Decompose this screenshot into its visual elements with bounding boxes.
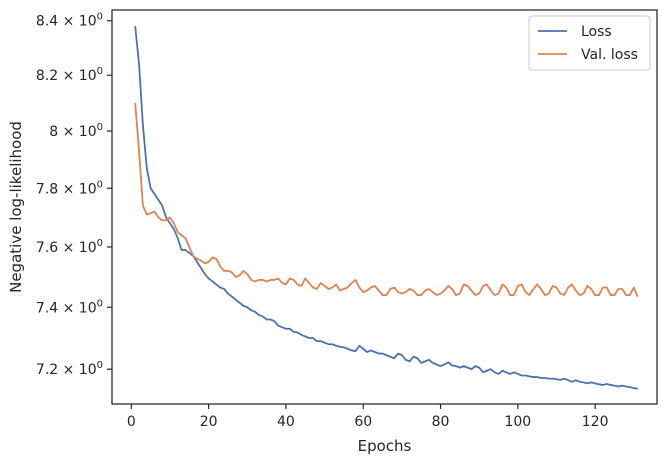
x-tick-label: 40: [277, 414, 295, 430]
series-layer: [134, 26, 639, 390]
x-tick-label: 0: [127, 414, 136, 430]
x-tick-label: 100: [504, 414, 531, 430]
val-loss-series-line: [134, 102, 639, 297]
y-tick-label: 8.4 × 100: [36, 12, 103, 30]
plot-frame: [111, 9, 658, 405]
legend-box: [528, 15, 651, 71]
y-tick-label: 7.8 × 100: [36, 179, 103, 197]
y-tick-label: 8 × 100: [49, 122, 103, 140]
y-tick-label: 7.2 × 100: [36, 360, 103, 378]
y-tick-label: 7.4 × 100: [36, 298, 103, 316]
x-tick-label: 60: [354, 414, 372, 430]
y-tick-label: 7.6 × 100: [36, 238, 103, 256]
y-tick-label: 8.2 × 100: [36, 66, 103, 84]
loss-series-line: [134, 26, 638, 390]
x-axis-label: Epochs: [358, 437, 412, 455]
x-tick-label: 20: [200, 414, 218, 430]
legend-label-loss: Loss: [581, 24, 612, 40]
x-tick-label: 120: [582, 414, 609, 430]
legend: Loss Val. loss: [528, 15, 651, 71]
x-tick-label: 80: [432, 414, 450, 430]
y-axis-label: Negative log-likelihood: [7, 121, 25, 293]
legend-label-val-loss: Val. loss: [581, 47, 638, 63]
tick-layer: 0 20 40 60 80 100 120 7.2 × 100 7.4 × 100 7.6 × 1…: [36, 12, 609, 430]
